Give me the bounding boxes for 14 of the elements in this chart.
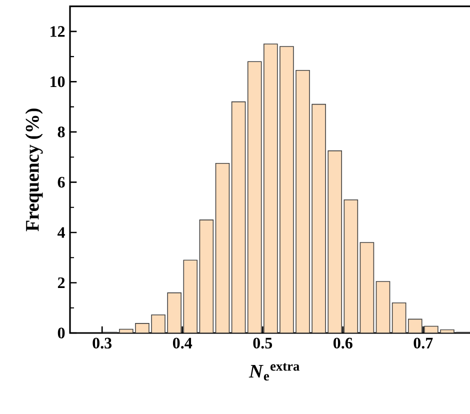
- y-tick-label: 6: [58, 176, 65, 188]
- x-tick-label: 0.5: [253, 338, 272, 349]
- y-axis-title: Frequency (%): [25, 108, 43, 232]
- y-tick-label: 8: [58, 126, 65, 138]
- y-tick-label: 12: [50, 26, 65, 37]
- x-tick-label: 0.3: [92, 338, 112, 349]
- y-tick-label: 2: [58, 277, 65, 288]
- x-tick-label: 0.4: [172, 338, 192, 349]
- y-tick-label: 10: [50, 76, 65, 88]
- y-tick-label: 0: [58, 328, 65, 338]
- x-tick-label: 0.6: [334, 338, 352, 349]
- x-tick-label: 0.7: [414, 338, 433, 349]
- y-tick-label: 4: [58, 227, 65, 238]
- x-axis-title: N$_{e}$extra: [248, 363, 300, 381]
